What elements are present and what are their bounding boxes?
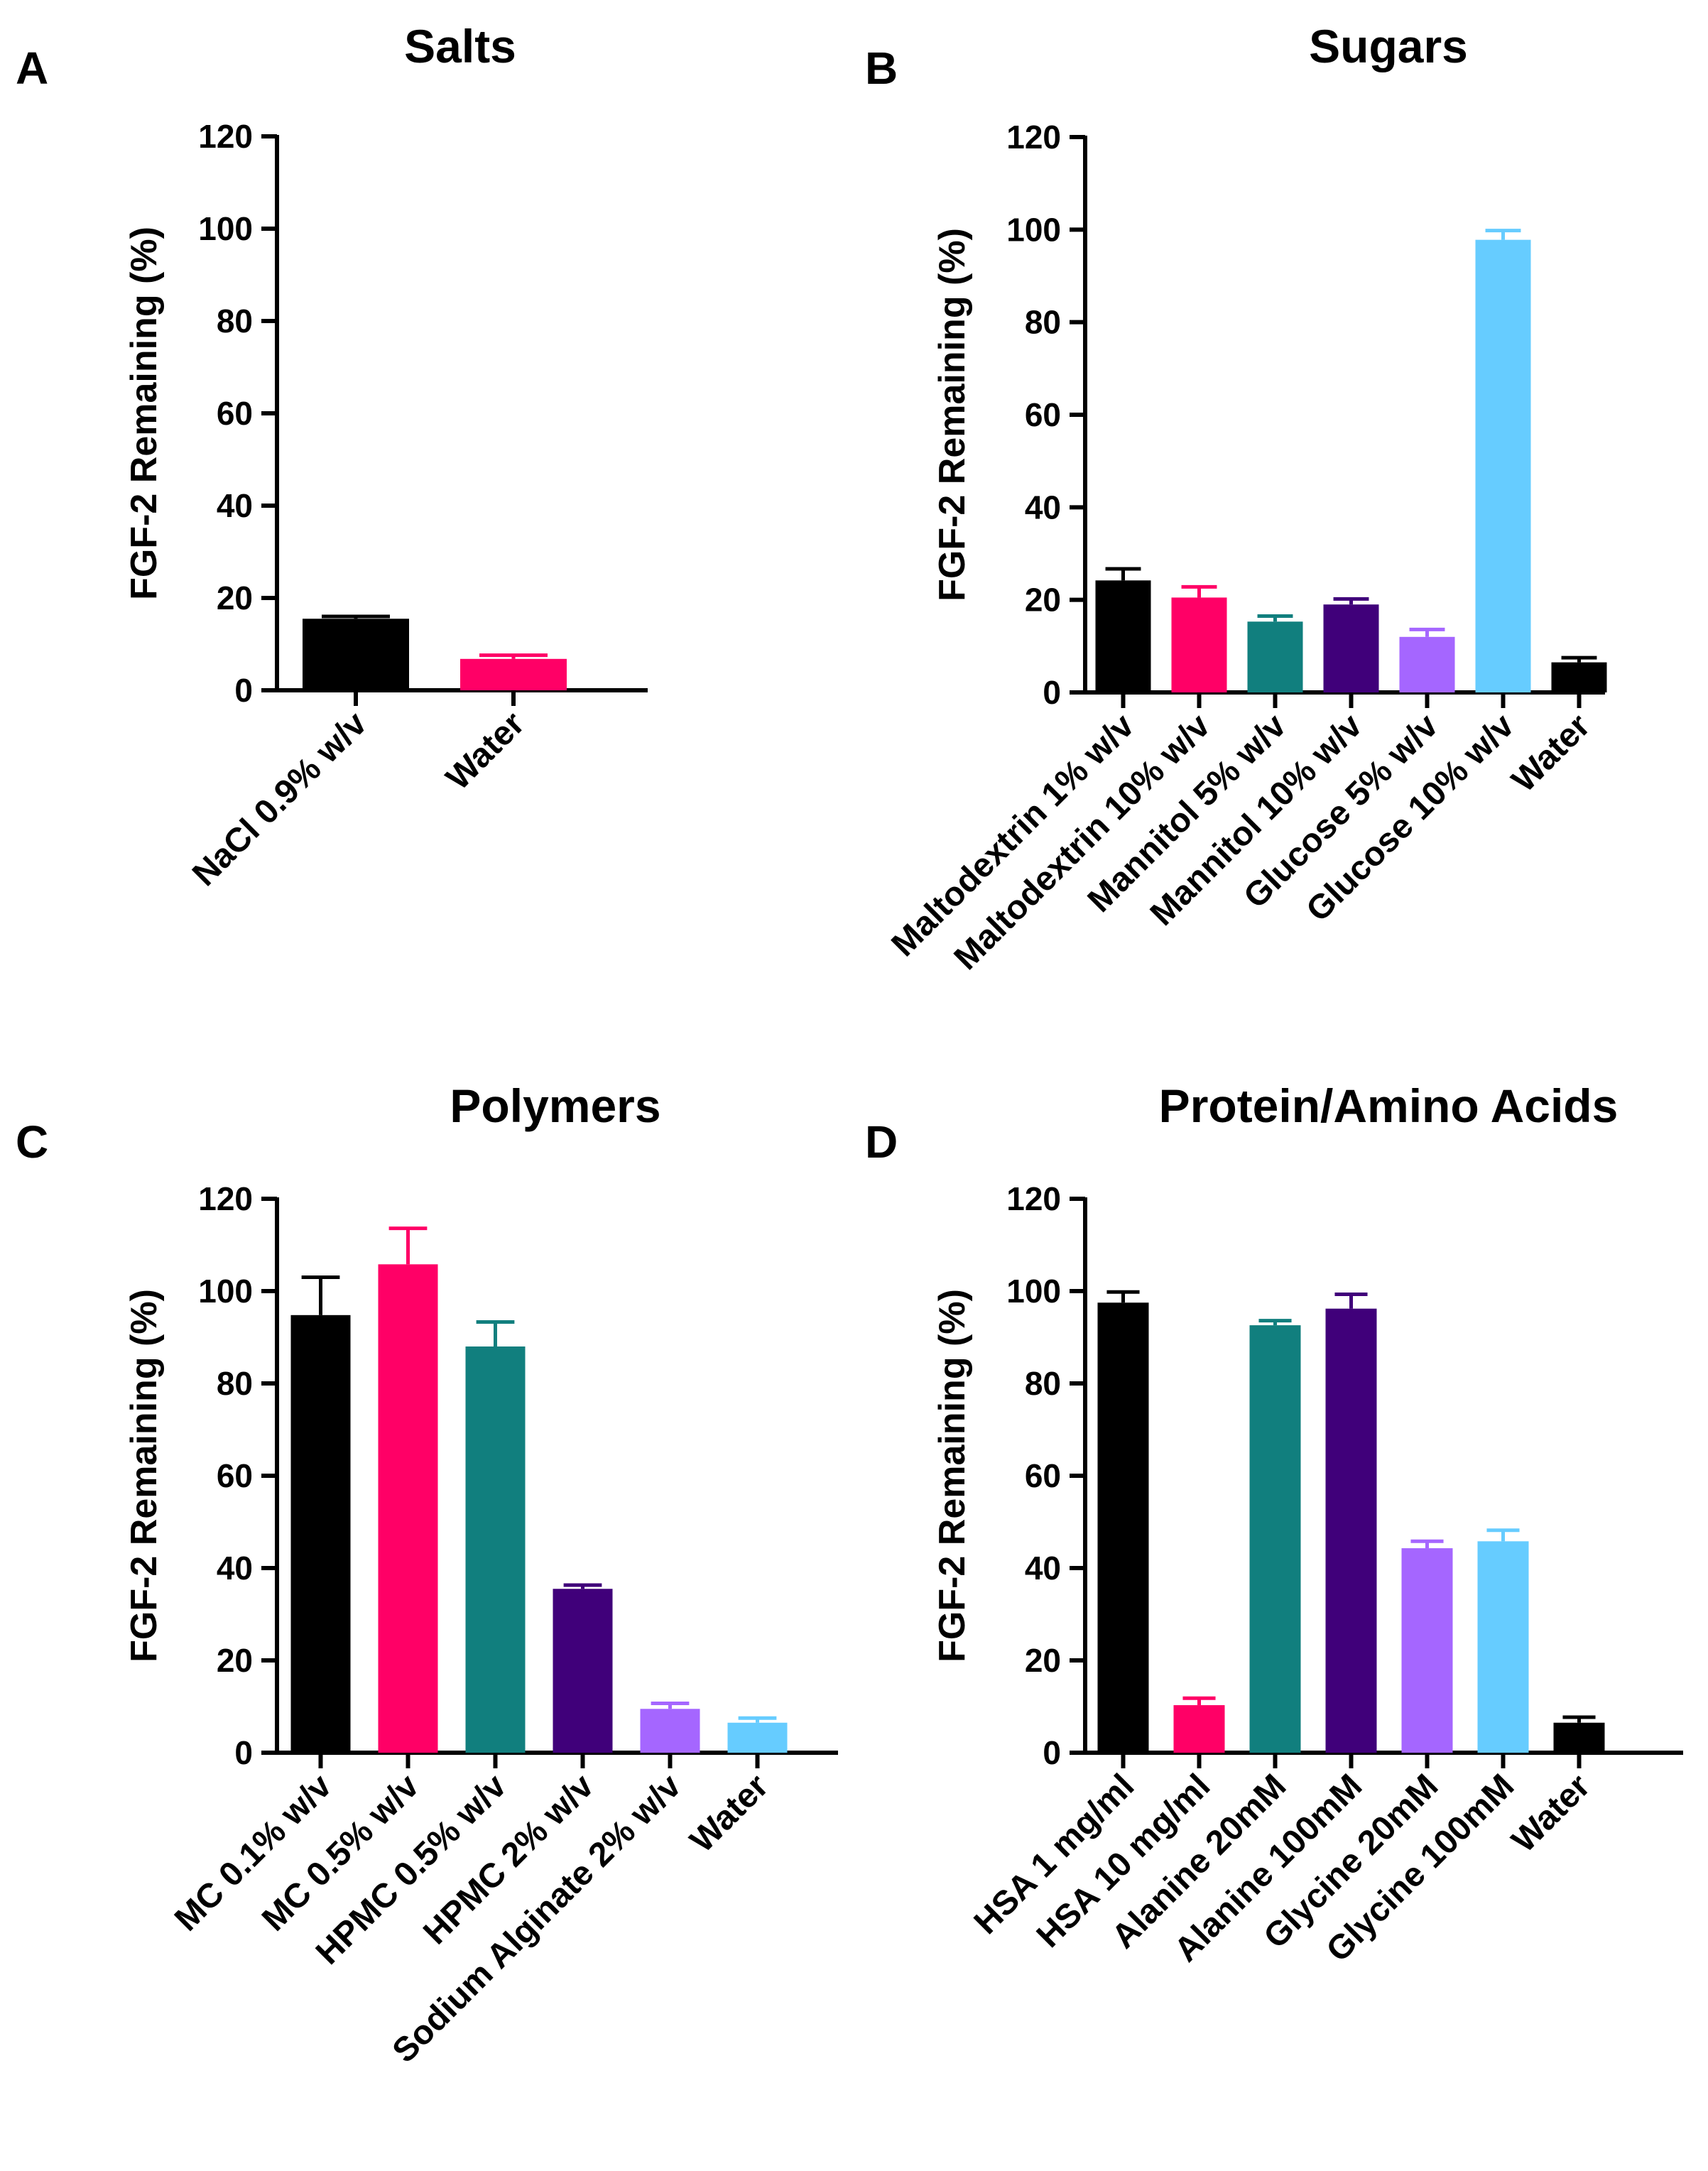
- y-tick-label: 40: [217, 1550, 253, 1587]
- chart-panel-d: D Protein/Amino Acids FGF-2 Remaining (%) 0…: [865, 1079, 1683, 1969]
- bar: [1249, 1325, 1301, 1753]
- bar: [465, 1346, 526, 1753]
- y-tick-label: 80: [217, 1365, 253, 1402]
- y-tick-label: 100: [198, 1273, 253, 1310]
- y-tick-label: 60: [217, 395, 253, 432]
- chart-title: Polymers: [450, 1079, 660, 1132]
- bar: [1247, 621, 1303, 692]
- bar: [290, 1315, 351, 1753]
- y-tick-label: 100: [1006, 211, 1061, 248]
- y-tick-label: 40: [1025, 489, 1061, 526]
- y-tick-label: 120: [198, 118, 253, 155]
- bar: [1477, 1541, 1529, 1753]
- y-tick-label: 40: [217, 487, 253, 524]
- x-tick-label: Water: [1505, 1767, 1598, 1860]
- bar: [1171, 597, 1227, 692]
- y-tick-label: 60: [217, 1457, 253, 1494]
- chart-panel-c: C Polymers FGF-2 Remaining (%) 0 20 40 60 80 100…: [16, 1079, 838, 2070]
- y-tick-label: 80: [217, 303, 253, 339]
- y-tick-label: 0: [1043, 674, 1061, 711]
- y-tick-label: 20: [1025, 582, 1061, 619]
- x-tick-label: Water: [683, 1767, 776, 1860]
- chart-title: Sugars: [1309, 20, 1468, 72]
- bar: [1401, 1548, 1453, 1753]
- y-tick-label: 0: [234, 672, 253, 709]
- panel-letter: D: [865, 1116, 898, 1168]
- y-tick-label: 100: [1006, 1273, 1061, 1310]
- y-tick-label: 120: [1006, 1180, 1061, 1217]
- y-tick-label: 40: [1025, 1550, 1061, 1587]
- bar: [727, 1722, 788, 1753]
- chart-title: Salts: [404, 20, 516, 72]
- y-axis-label: FGF-2 Remaining (%): [932, 228, 973, 602]
- panel-letter: B: [865, 43, 898, 94]
- y-tick-label: 0: [1043, 1734, 1061, 1771]
- x-tick-label: Water: [1505, 707, 1598, 800]
- bar: [1325, 1308, 1377, 1753]
- panel-letter: A: [16, 43, 48, 94]
- chart-panel-a: A Salts FGF-2 Remaining (%) 0 20 40 60 80 100 120…: [16, 20, 648, 893]
- x-tick-label: NaCl 0.9% w/v: [185, 704, 374, 893]
- y-tick-label: 20: [217, 1642, 253, 1679]
- y-tick-label: 120: [1006, 119, 1061, 156]
- y-axis-label: FGF-2 Remaining (%): [124, 1289, 165, 1663]
- chart-title: Protein/Amino Acids: [1159, 1079, 1619, 1132]
- y-tick-label: 80: [1025, 304, 1061, 341]
- bar: [303, 619, 409, 690]
- bar: [1551, 662, 1607, 692]
- bar: [378, 1264, 438, 1753]
- y-tick-label: 20: [217, 580, 253, 616]
- y-tick-label: 120: [198, 1180, 253, 1217]
- y-axis-label: FGF-2 Remaining (%): [124, 227, 165, 600]
- panel-letter: C: [16, 1116, 48, 1168]
- bar: [1475, 239, 1531, 692]
- bar: [1553, 1722, 1605, 1753]
- bar: [1323, 604, 1379, 692]
- y-tick-label: 100: [198, 210, 253, 247]
- y-tick-label: 20: [1025, 1642, 1061, 1679]
- bar: [1095, 580, 1151, 692]
- y-tick-label: 80: [1025, 1365, 1061, 1402]
- y-axis-label: FGF-2 Remaining (%): [932, 1289, 973, 1663]
- bar: [1399, 636, 1455, 692]
- bar: [640, 1709, 700, 1753]
- y-tick-label: 0: [234, 1734, 253, 1771]
- bar: [553, 1589, 613, 1753]
- x-tick-label: Water: [439, 704, 532, 798]
- y-tick-label: 60: [1025, 396, 1061, 433]
- bar: [1173, 1705, 1225, 1753]
- y-tick-label: 60: [1025, 1457, 1061, 1494]
- bar: [460, 658, 567, 690]
- chart-panel-b: B Sugars FGF-2 Remaining (%) 0 20 40 60 80 100 12…: [865, 20, 1607, 977]
- bar: [1097, 1302, 1149, 1753]
